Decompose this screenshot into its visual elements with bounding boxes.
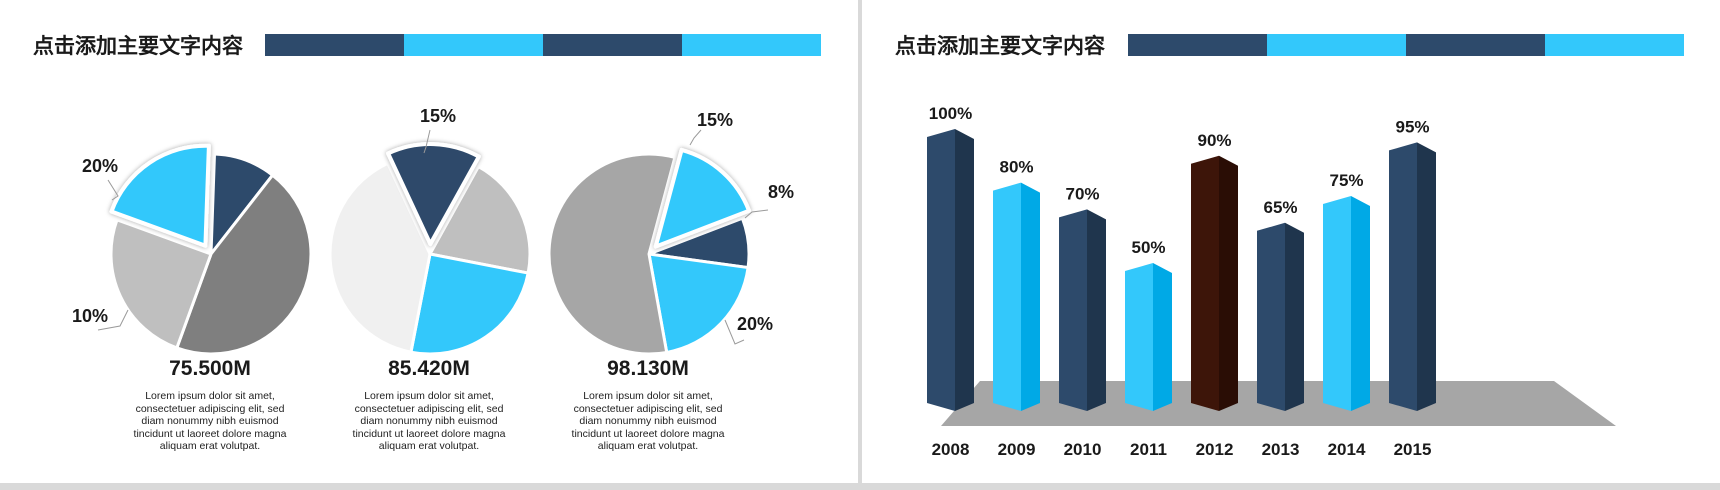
bar-value-label: 75% <box>1329 171 1363 190</box>
pie-3: 15% 8% 20% <box>547 110 794 356</box>
pie-slice-label: 10% <box>72 306 108 326</box>
bar-value-label: 70% <box>1065 184 1099 203</box>
bar-value-label: 50% <box>1131 238 1165 257</box>
bar-2013: 65% 2013 <box>1257 198 1304 459</box>
bar-side <box>1285 222 1304 411</box>
pie-2-value: 85.420M <box>388 357 470 380</box>
left-slide: 点击添加主要文字内容 20% 10% 15% 15% 8% 20% 75.500M Lor… <box>0 0 858 483</box>
bar-chart: 100% 2008 80% 2009 70% 2010 50% 2011 90% 2012 65% 2… <box>927 104 1616 459</box>
bar-category-label: 2011 <box>1130 440 1167 459</box>
pie-slice-label: 20% <box>82 156 118 176</box>
pie-slice-label: 15% <box>420 106 456 126</box>
pie-1: 20% 10% <box>72 143 313 356</box>
bar-category-label: 2009 <box>998 440 1036 459</box>
pie-1-description: Lorem ipsum dolor sit amet, consectetuer… <box>133 390 287 452</box>
bar-2009: 80% 2009 <box>993 158 1040 459</box>
pie-leader-line <box>724 319 745 345</box>
pie-leader-line <box>423 129 431 154</box>
pie-2-slice-4 <box>328 161 432 354</box>
pie-leader-line <box>97 309 129 331</box>
deco-segment <box>265 34 404 56</box>
bar-front <box>1389 142 1417 411</box>
right-title: 点击添加主要文字内容 <box>895 34 1105 58</box>
bar-value-label: 100% <box>929 104 972 123</box>
bar-value-label: 80% <box>999 158 1033 177</box>
pie-2-slice-3 <box>409 252 530 356</box>
pie-3-description: Lorem ipsum dolor sit amet, consectetuer… <box>571 390 725 452</box>
bar-category-label: 2008 <box>932 440 970 459</box>
pie-slice-label: 8% <box>768 182 794 202</box>
deco-segment <box>404 34 543 56</box>
bar-front <box>1059 209 1087 411</box>
pie-3-slice-3 <box>647 252 750 354</box>
bar-value-label: 65% <box>1263 198 1297 217</box>
pie-leader-line <box>107 179 119 201</box>
pie-1-slice-3 <box>175 173 313 356</box>
pie-charts: 20% 10% 15% 15% 8% 20% <box>72 106 794 356</box>
pie-leader-line <box>744 209 769 219</box>
left-title-decoration <box>265 34 821 56</box>
bar-value-label: 90% <box>1197 131 1231 150</box>
pie-2: 15% <box>328 106 532 356</box>
pie-slice-label: 20% <box>737 314 773 334</box>
bar-category-label: 2014 <box>1328 440 1366 459</box>
pie-3-slice-1 <box>653 147 752 249</box>
bar-side <box>1417 142 1436 411</box>
bar-2012: 90% 2012 <box>1191 131 1238 459</box>
bar-category-label: 2012 <box>1196 440 1234 459</box>
pie-leader-line <box>689 129 702 146</box>
pie-2-slice-1 <box>386 142 481 247</box>
bar-side <box>1153 263 1172 411</box>
left-title: 点击添加主要文字内容 <box>33 34 243 58</box>
bar-front <box>1257 222 1285 411</box>
bar-side <box>1021 182 1040 411</box>
deco-segment <box>682 34 821 56</box>
bar-side <box>1351 196 1370 411</box>
pie-slice-label: 15% <box>697 110 733 130</box>
deco-segment <box>543 34 682 56</box>
bar-front <box>1323 196 1351 411</box>
deco-segment <box>1545 34 1684 56</box>
right-title-decoration <box>1128 34 1684 56</box>
deco-segment <box>1406 34 1545 56</box>
bar-2010: 70% 2010 <box>1059 184 1106 459</box>
deco-segment <box>1128 34 1267 56</box>
bar-front <box>1125 263 1153 411</box>
pie-3-slice-4 <box>547 152 677 356</box>
bar-category-label: 2013 <box>1262 440 1300 459</box>
bar-front <box>927 129 955 411</box>
pie-1-slice-1 <box>109 143 211 248</box>
pie-1-slice-4 <box>109 218 213 350</box>
bar-side <box>1219 155 1238 411</box>
bar-value-label: 95% <box>1395 117 1429 136</box>
bar-2015: 95% 2015 <box>1389 117 1436 459</box>
bar-2014: 75% 2014 <box>1323 171 1370 459</box>
pie-3-value: 98.130M <box>607 357 689 380</box>
pie-1-value: 75.500M <box>169 357 251 380</box>
pie-2-slice-2 <box>428 165 532 275</box>
bar-2008: 100% 2008 <box>927 104 974 459</box>
bar-category-label: 2015 <box>1394 440 1432 459</box>
bar-front <box>1191 155 1219 411</box>
pie-2-description: Lorem ipsum dolor sit amet, consectetuer… <box>352 390 506 452</box>
bar-front <box>993 182 1021 411</box>
bar-side <box>955 129 974 411</box>
right-slide: 点击添加主要文字内容 100% 2008 80% 2009 70% 2010 50% 2011… <box>862 0 1720 483</box>
deco-segment <box>1267 34 1406 56</box>
bar-category-label: 2010 <box>1064 440 1102 459</box>
bar-side <box>1087 209 1106 411</box>
bar-2011: 50% 2011 <box>1125 238 1172 459</box>
